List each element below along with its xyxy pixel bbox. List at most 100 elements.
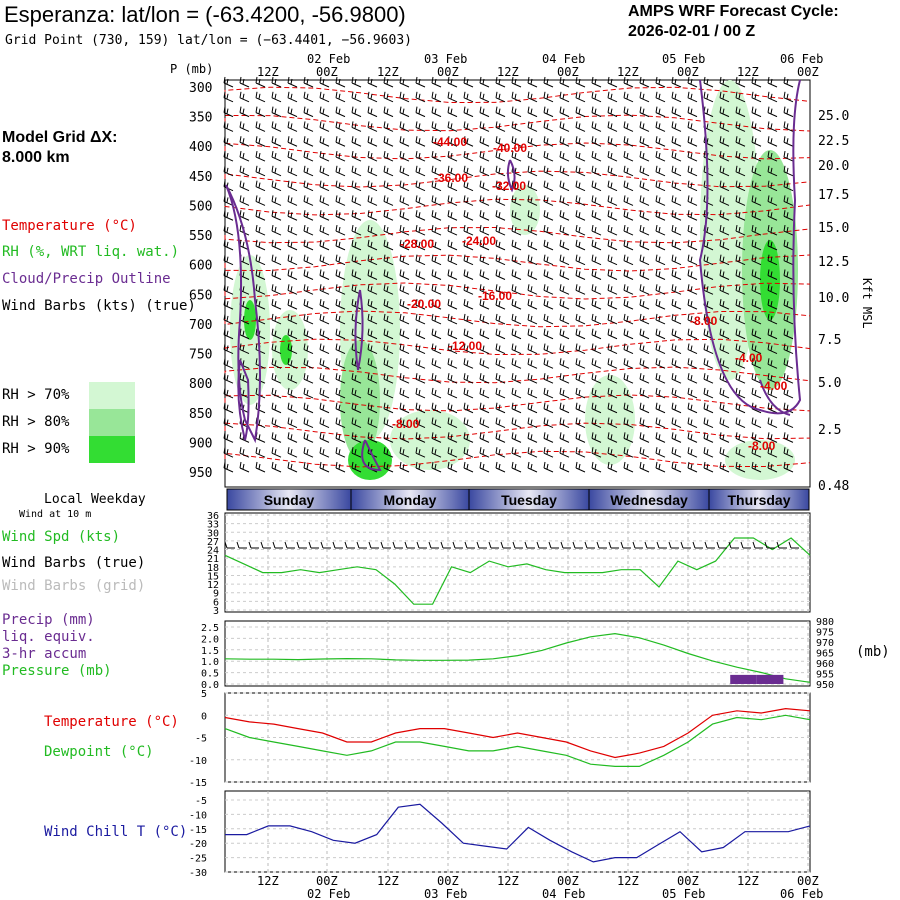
wind-barb [287,447,298,458]
wind-barb [335,224,346,236]
wind-barb [783,373,794,384]
wind-barb [415,136,426,147]
wind-speed-line [224,537,811,605]
wind-barb [287,461,298,473]
wind-barb [671,180,682,192]
surface-wind-barb [476,541,487,549]
wind-barb [783,269,794,280]
temperature-contour [224,254,811,272]
precip-label: Precip (mm) [2,612,95,628]
wind-barb [735,328,746,340]
surface-wind-barb [536,541,547,549]
pressure-tick-label: 850 [189,407,212,422]
wind-barb [399,402,410,414]
wind-barb [751,121,762,132]
wind-barb [431,180,442,192]
wind-barb [431,358,442,369]
surface-wind-barb [296,541,307,549]
wind-barb [399,373,410,384]
wind-barb [479,239,490,251]
temperature-contour-label: -4.00 [760,379,788,393]
wind-barb [511,239,522,251]
wind-barb [527,121,538,132]
wind-barb [639,239,650,251]
wind-barb [607,417,618,429]
wind-barb [495,254,506,266]
wind-barb [735,136,746,147]
wind-barb [687,328,698,340]
surface-wind-barb [440,541,451,549]
wind-barb [463,239,474,251]
wind-barb [383,106,394,118]
wind-barb [367,402,378,414]
wind-barb [495,432,506,443]
rh-region [280,335,292,365]
wind-barb [511,121,522,132]
wind-barb [303,210,314,221]
wind-barb [239,76,250,88]
pressure-tick-label: 800 [189,377,212,392]
kft-tick-label: 25.0 [818,109,849,124]
hour-tick-label: 00Z [797,65,819,79]
date-tick-label: 04 Feb [542,52,585,66]
hour-tick-label: 12Z [617,65,639,79]
wind-barb [223,447,234,458]
hour-tick-label: 00Z [677,65,699,79]
wind-barb [383,373,394,384]
wind-barb [591,358,602,369]
wind-barb [415,432,426,443]
wind-barb [687,121,698,132]
wind-barb [303,180,314,192]
wind-barb [495,402,506,414]
wind-barb [575,106,586,118]
legend-cloud-outline: Cloud/Precip Outline [2,271,171,287]
wind-barb [223,343,234,354]
wind-barb [511,432,522,443]
wind-barb [447,269,458,280]
wind-barb [607,195,618,206]
wind-barb [319,402,330,414]
wind-barb [479,150,490,162]
wind-barb [543,402,554,414]
wind-barb [223,328,234,340]
wind-barb [671,299,682,310]
wind-barb [303,417,314,429]
wind-barb [335,136,346,147]
wind-barb [335,180,346,192]
surface-wind-barb [764,541,775,549]
wind-barb [719,343,730,354]
wind-barb [367,343,378,354]
wind-barb [527,76,538,88]
wind-chill-label: Wind Chill T (°C) [44,824,188,840]
temperature-contour-label: -4.00 [735,351,763,365]
wind-barb [447,136,458,147]
hour-tick-label: 12Z [497,65,519,79]
wind-barb [479,224,490,236]
wind-barb [639,136,650,147]
wind-barb [335,299,346,310]
wind-barb [255,76,266,88]
wind-barb [607,76,618,88]
wind-barb [415,195,426,206]
wind-barb [367,210,378,221]
wind-barb [559,417,570,429]
wind-barb [271,239,282,251]
wind-barb [591,121,602,132]
wind-barb [591,150,602,162]
wind-barb [255,239,266,251]
wind-barb [591,328,602,340]
wind-barb [687,224,698,236]
temperature-contour [224,338,811,356]
rh-region [510,185,540,235]
wind-barb [319,224,330,236]
wind-barb [319,150,330,162]
wind-barb [767,328,778,340]
wind-barb [751,328,762,340]
wind-barb [783,328,794,340]
wind-barb [575,180,586,192]
wind-barb [719,121,730,132]
wind-barb [655,343,666,354]
pressure-tick-label: 900 [189,436,212,451]
wind-tick-label: 3 [213,606,219,617]
wind-barb [431,121,442,132]
